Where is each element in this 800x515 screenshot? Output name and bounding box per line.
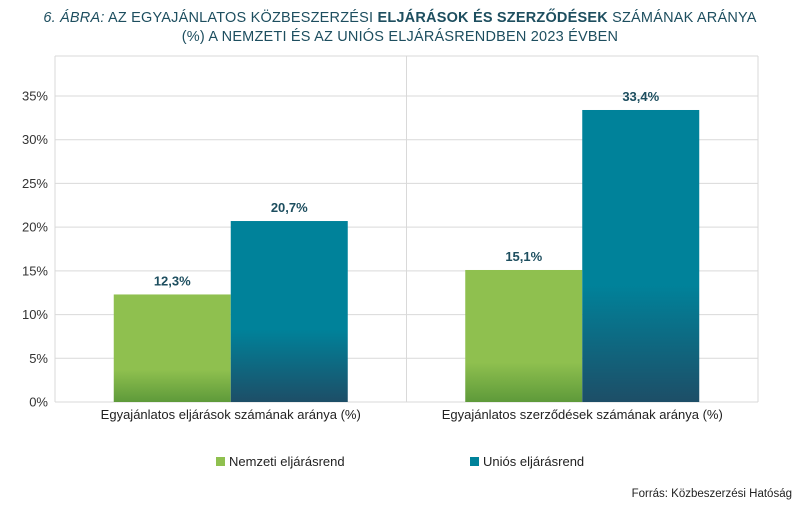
x-tick-label: Egyajánlatos eljárások számának aránya (… <box>101 407 361 422</box>
legend-label-nemzeti: Nemzeti eljárásrend <box>229 454 345 469</box>
title-part-1: AZ EGYAJÁNLATOS KÖZBESZERZÉSI <box>104 10 378 26</box>
legend-swatch-unios <box>470 457 479 466</box>
title-part-2: SZÁMÁNAK ARÁNYA <box>607 10 757 26</box>
title-line-2: (%) A NEMZETI ÉS AZ UNIÓS ELJÁRÁSRENDBEN… <box>181 29 619 45</box>
chart-title: 6. ÁBRA: AZ EGYAJÁNLATOS KÖZBESZERZÉSI E… <box>0 9 800 47</box>
y-tick-label: 30% <box>22 132 48 147</box>
bar <box>230 221 348 402</box>
title-bold: ELJÁRÁSOK ÉS SZERZŐDÉSEK <box>377 10 608 26</box>
data-label: 15,1% <box>505 249 542 264</box>
y-tick-label: 0% <box>29 395 48 410</box>
bar-layer <box>113 109 700 402</box>
bar-chart: 0% 5% 10% 15% 20% 25% 30% 35% 12,3% 20,7% Egyajánl… <box>22 55 759 423</box>
label-layer: 0% 5% 10% 15% 20% 25% 30% 35% 12,3% 20,7% Egyajánl… <box>22 89 723 423</box>
legend: Nemzeti eljárásrend Uniós eljárásrend <box>0 454 800 472</box>
bar <box>113 294 231 402</box>
data-label: 20,7% <box>271 200 308 215</box>
legend-item-nemzeti: Nemzeti eljárásrend <box>216 454 345 469</box>
data-label: 33,4% <box>622 89 659 104</box>
source-note: Forrás: Közbeszerzési Hatóság <box>631 488 792 500</box>
y-tick-label: 5% <box>29 351 48 366</box>
figure-number: 6. ÁBRA: <box>43 10 105 26</box>
y-tick-label: 10% <box>22 307 48 322</box>
bar <box>465 269 583 402</box>
y-tick-label: 15% <box>22 263 48 278</box>
title-line-1: 6. ÁBRA: AZ EGYAJÁNLATOS KÖZBESZERZÉSI E… <box>0 9 800 28</box>
y-tick-label: 35% <box>22 89 48 104</box>
data-label: 12,3% <box>154 273 191 288</box>
legend-label-unios: Uniós eljárásrend <box>483 454 585 469</box>
bar <box>582 109 700 402</box>
y-tick-label: 25% <box>22 176 48 191</box>
y-tick-label: 20% <box>22 220 48 235</box>
legend-item-unios: Uniós eljárásrend <box>470 454 584 469</box>
x-tick-label: Egyajánlatos szerződések számának aránya… <box>442 407 723 422</box>
legend-swatch-nemzeti <box>216 457 225 466</box>
